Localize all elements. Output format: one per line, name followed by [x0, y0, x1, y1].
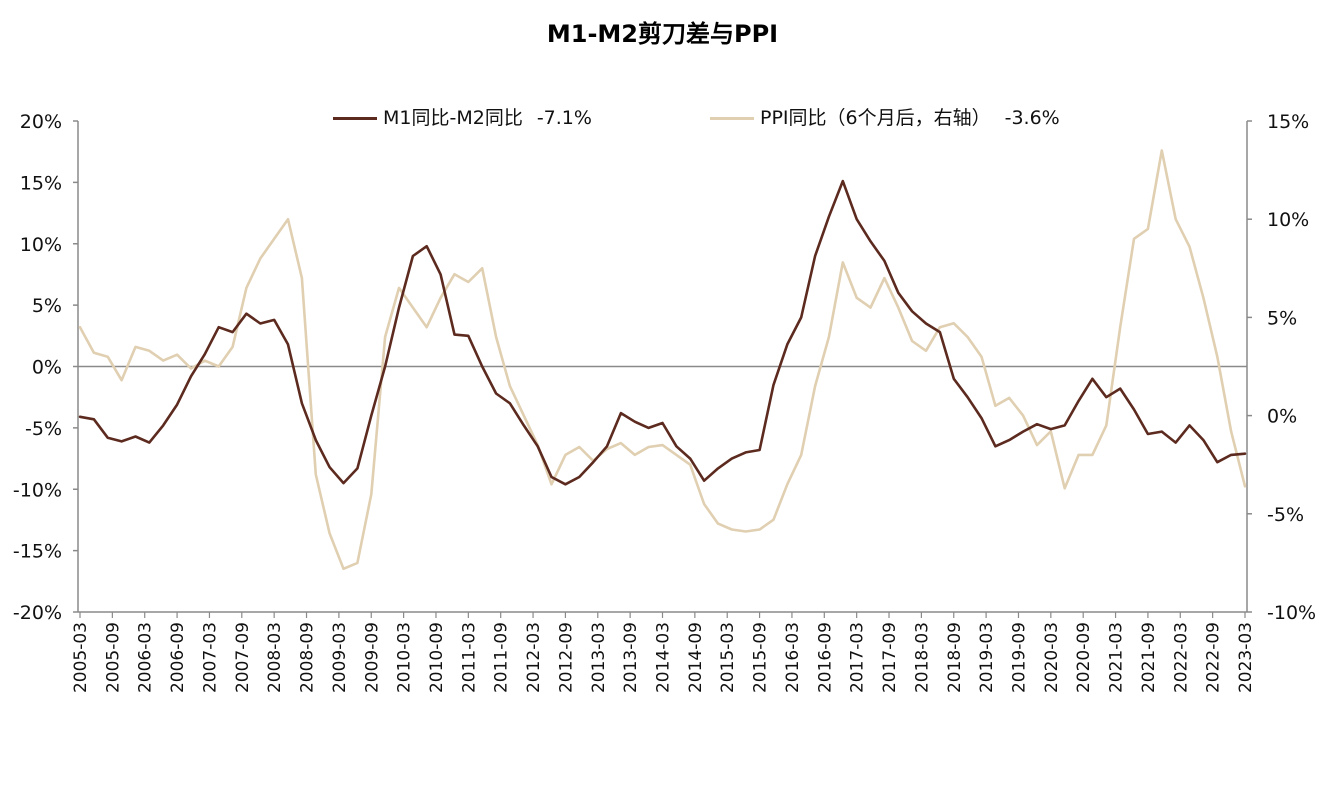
x-tick-label: 2023-03 [1236, 622, 1256, 693]
x-tick-label: 2021-09 [1139, 622, 1159, 693]
x-tick-label: 2017-03 [848, 622, 868, 693]
x-tick-label: 2012-09 [556, 622, 576, 693]
legend-swatch-m1-m2-spread [333, 117, 377, 120]
x-tick-label: 2019-03 [977, 622, 997, 693]
x-tick-label: 2016-09 [815, 622, 835, 693]
x-tick-label: 2006-03 [136, 622, 156, 693]
x-tick-label: 2009-09 [362, 622, 382, 693]
right-tick-label: 15% [1267, 111, 1309, 133]
x-tick-label: 2016-03 [783, 622, 803, 693]
x-tick-label: 2022-03 [1171, 622, 1191, 693]
x-tick-label: 2008-09 [298, 622, 318, 693]
x-tick-label: 2020-03 [1042, 622, 1062, 693]
legend-label-m1-m2-spread: M1同比-M2同比 [383, 107, 523, 129]
x-tick-label: 2007-03 [200, 622, 220, 693]
x-tick-label: 2011-03 [459, 622, 479, 693]
left-tick-label: -15% [13, 541, 62, 563]
x-tick-label: 2014-09 [686, 622, 706, 693]
x-tick-label: 2012-03 [524, 622, 544, 693]
legend-item-ppi: PPI同比（6个月后，右轴） -3.6% [710, 103, 1060, 130]
left-tick-label: -20% [13, 602, 62, 624]
legend-value-ppi: -3.6% [1004, 107, 1060, 129]
right-tick-label: 5% [1267, 307, 1297, 329]
x-tick-label: 2013-09 [621, 622, 641, 693]
legend-value-m1-m2-spread: -7.1% [536, 107, 592, 129]
right-tick-label: -5% [1267, 504, 1304, 526]
chart-title: M1-M2剪刀差与PPI [546, 20, 779, 48]
x-tick-label: 2013-03 [589, 622, 609, 693]
x-tick-label: 2009-03 [330, 622, 350, 693]
x-tick-label: 2007-09 [233, 622, 253, 693]
legend-swatch-ppi [710, 117, 754, 120]
series-line-m1-m2-spread [78, 179, 1247, 486]
series-line-ppi [78, 149, 1247, 571]
left-tick-label: -5% [25, 418, 62, 440]
x-tick-label: 2018-09 [945, 622, 965, 693]
left-tick-label: 0% [32, 357, 62, 379]
x-tick-label: 2021-03 [1107, 622, 1127, 693]
legend-label-ppi: PPI同比（6个月后，右轴） [760, 107, 991, 129]
legend-item-m1-m2-spread: M1同比-M2同比 -7.1% [333, 103, 592, 130]
x-tick-label: 2014-03 [654, 622, 674, 693]
left-tick-label: 5% [32, 295, 62, 317]
right-tick-label: 0% [1267, 406, 1297, 428]
x-tick-label: 2011-09 [492, 622, 512, 693]
x-tick-label: 2010-09 [427, 622, 447, 693]
right-tick-label: -10% [1267, 602, 1316, 624]
x-tick-label: 2015-09 [751, 622, 771, 693]
x-tick-label: 2006-09 [168, 622, 188, 693]
x-tick-label: 2017-09 [880, 622, 900, 693]
x-tick-label: 2020-09 [1074, 622, 1094, 693]
x-tick-label: 2015-03 [718, 622, 738, 693]
left-tick-label: 20% [20, 111, 62, 133]
x-tick-label: 2018-03 [912, 622, 932, 693]
left-tick-label: -10% [13, 479, 62, 501]
x-tick-label: 2005-03 [71, 622, 91, 693]
x-tick-label: 2022-09 [1204, 622, 1224, 693]
x-tick-label: 2010-03 [395, 622, 415, 693]
x-tick-label: 2008-03 [265, 622, 285, 693]
left-tick-label: 10% [20, 234, 62, 256]
x-tick-label: 2019-09 [1009, 622, 1029, 693]
x-tick-label: 2005-09 [103, 622, 123, 693]
right-tick-label: 10% [1267, 209, 1309, 231]
left-tick-label: 15% [20, 172, 62, 194]
